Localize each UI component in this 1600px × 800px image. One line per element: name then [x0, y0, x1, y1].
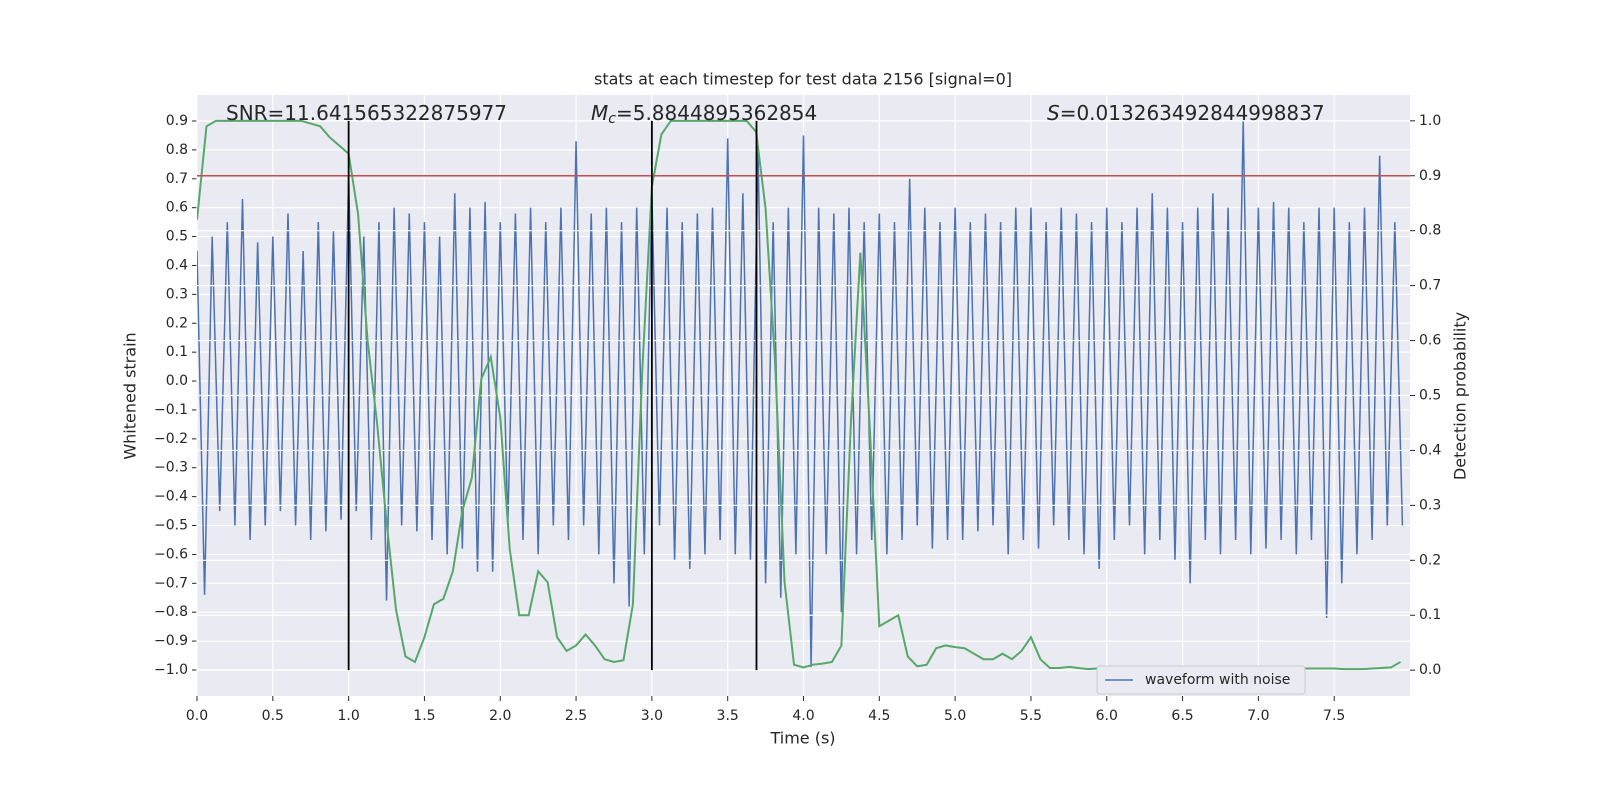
- annotation: Mc=5.8844895362854: [591, 101, 817, 128]
- x-tick-label: 7.5: [1323, 708, 1345, 724]
- y-tick-label: 0.6: [166, 200, 188, 216]
- x-tick-label: 3.0: [641, 708, 663, 724]
- y2-tick-label: 0.9: [1419, 168, 1441, 184]
- y-tick-label: −0.4: [154, 489, 188, 505]
- y-tick-label: −0.2: [154, 431, 188, 447]
- y-tick-label: −0.5: [154, 518, 188, 534]
- x-tick-label: 6.0: [1096, 708, 1118, 724]
- y-tick-label: −0.8: [154, 604, 188, 620]
- y-tick-label: −0.3: [154, 460, 188, 476]
- y2-tick-label: 0.5: [1419, 388, 1441, 404]
- y-tick-label: −0.6: [154, 546, 188, 562]
- y2-tick-label: 1.0: [1419, 113, 1441, 129]
- y2-tick-label: 0.4: [1419, 442, 1441, 458]
- waveform-line: [197, 120, 1404, 668]
- y-tick-label: 0.2: [166, 315, 188, 331]
- y2-axis-label: Detection probability: [1451, 312, 1470, 480]
- x-tick-label: 0.5: [262, 708, 284, 724]
- y2-tick-label: 0.0: [1419, 662, 1441, 678]
- annotation: S=0.013263492844998837: [1047, 101, 1325, 125]
- annotation-text: =0.013263492844998837: [1060, 101, 1325, 125]
- x-axis-label: Time (s): [769, 729, 835, 748]
- y2-tick-label: 0.6: [1419, 333, 1441, 349]
- annotation-text: =5.8844895362854: [616, 101, 817, 125]
- y-tick-label: 0.3: [166, 286, 188, 302]
- x-tick-label: 1.0: [337, 708, 359, 724]
- x-tick-label: 0.0: [186, 708, 208, 724]
- annotation-symbol: M: [591, 101, 608, 125]
- x-tick-label: 2.0: [489, 708, 511, 724]
- annotation: SNR=11.641565322875977: [226, 101, 507, 125]
- y-tick-label: 0.5: [166, 229, 188, 245]
- x-tick-label: 2.5: [565, 708, 587, 724]
- legend-box: [1096, 665, 1306, 695]
- x-tick-label: 4.0: [792, 708, 814, 724]
- y-tick-label: −0.7: [154, 575, 188, 591]
- y2-tick-label: 0.3: [1419, 497, 1441, 513]
- y2-tick-label: 0.1: [1419, 607, 1441, 623]
- chart-title: stats at each timestep for test data 215…: [594, 70, 1012, 89]
- x-tick-label: 7.0: [1247, 708, 1269, 724]
- x-tick-label: 5.5: [1020, 708, 1042, 724]
- annotation-text: SNR=11.641565322875977: [226, 101, 507, 125]
- x-tick-label: 5.0: [944, 708, 966, 724]
- y-tick-label: −1.0: [154, 662, 188, 678]
- annotation-subscript: c: [608, 111, 616, 127]
- y2-tick-label: 0.2: [1419, 552, 1441, 568]
- x-tick-label: 3.5: [717, 708, 739, 724]
- y-tick-label: 0.9: [166, 113, 188, 129]
- y2-tick-label: 0.7: [1419, 278, 1441, 294]
- y-tick-label: −0.9: [154, 633, 188, 649]
- x-tick-label: 4.5: [868, 708, 890, 724]
- y-tick-label: −0.1: [154, 402, 188, 418]
- legend-label: waveform with noise: [1145, 672, 1290, 688]
- y-tick-label: 0.0: [166, 373, 188, 389]
- y2-tick-label: 0.8: [1419, 223, 1441, 239]
- y-tick-label: 0.1: [166, 344, 188, 360]
- y-tick-label: 0.8: [166, 142, 188, 158]
- y-tick-label: 0.4: [166, 257, 188, 273]
- y-axis-label: Whitened strain: [121, 332, 140, 459]
- x-tick-label: 1.5: [413, 708, 435, 724]
- annotation-symbol: S: [1047, 101, 1060, 125]
- y-tick-label: 0.7: [166, 171, 188, 187]
- x-tick-label: 6.5: [1171, 708, 1193, 724]
